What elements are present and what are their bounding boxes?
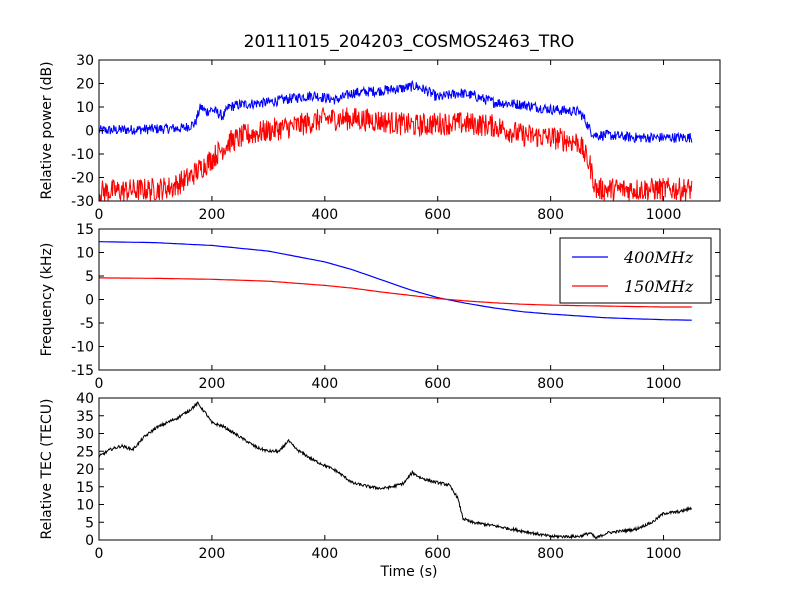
y-tick-label: 0	[85, 293, 94, 309]
panel-1: 0 200 400 600 800 1000 -30 -20 -10 0 10 20 30 Relativ…	[39, 53, 721, 223]
series-line-2-2	[99, 277, 692, 308]
x-tick-label: 1000	[646, 207, 682, 223]
panel-2: 0 200 400 600 800 1000 -15 -10 -5 0 5 10 15 Frequency…	[39, 222, 721, 392]
y-tick-label: -15	[71, 363, 94, 379]
series-line-1-1	[99, 79, 693, 144]
y-tick-label: 40	[76, 391, 94, 407]
x-tick-label: 200	[199, 546, 226, 562]
legend-entry: 400MHz	[623, 248, 694, 267]
y-tick-label: 20	[76, 77, 94, 93]
x-tick-label: 800	[537, 207, 564, 223]
x-tick-label: 400	[311, 546, 338, 562]
x-tick-label: 200	[199, 207, 226, 223]
x-tick-label: 600	[424, 376, 451, 392]
y-tick-label: 15	[76, 222, 94, 238]
y-axis-label: Relative power (dB)	[39, 61, 55, 199]
chart-title: 20111015_204203_COSMOS2463_TRO	[244, 32, 575, 52]
legend: 400MHz 150MHz	[559, 237, 712, 304]
series-line-3-1	[99, 401, 693, 540]
x-tick-label: 200	[199, 376, 226, 392]
y-tick-label: 30	[76, 427, 94, 443]
y-tick-label: 35	[76, 409, 94, 425]
x-tick-label: 600	[424, 207, 451, 223]
x-tick-label: 1000	[646, 546, 682, 562]
y-tick-label: 10	[76, 498, 94, 514]
x-tick-label: 0	[95, 207, 104, 223]
y-tick-label: -10	[71, 340, 94, 356]
legend-entry: 150MHz	[624, 277, 694, 296]
y-axis-label: Frequency (kHz)	[39, 243, 55, 357]
y-tick-label: -10	[71, 147, 94, 163]
y-tick-label: 25	[76, 444, 94, 460]
y-tick-label: 20	[76, 462, 94, 478]
y-tick-label: 0	[85, 124, 94, 140]
plot-frame	[98, 397, 721, 541]
x-tick-label: 400	[311, 376, 338, 392]
x-tick-label: 0	[95, 376, 104, 392]
legend-box	[559, 237, 712, 304]
y-tick-label: 5	[85, 269, 94, 285]
x-tick-label: 0	[95, 546, 104, 562]
x-tick-label: 800	[537, 376, 564, 392]
panel-3: 0 200 400 600 800 10000510152025303540Relativ…	[39, 391, 721, 562]
x-tick-label: 800	[537, 546, 564, 562]
y-tick-label: 15	[76, 480, 94, 496]
y-tick-label: 30	[76, 53, 94, 69]
y-tick-label: 10	[76, 246, 94, 262]
x-tick-label: 400	[311, 207, 338, 223]
x-tick-label: 600	[424, 546, 451, 562]
y-tick-label: 5	[85, 515, 94, 531]
y-tick-label: -30	[71, 194, 94, 210]
y-tick-label: -5	[80, 316, 94, 332]
series-line-2-1	[99, 241, 692, 321]
y-tick-label: 0	[85, 533, 94, 549]
y-tick-label: -20	[71, 171, 94, 187]
x-tick-label: 1000	[646, 376, 682, 392]
x-axis-label: Time (s)	[380, 564, 438, 580]
y-tick-label: 10	[76, 100, 94, 116]
y-axis-label: Relative TEC (TECU)	[39, 399, 55, 540]
series-line-1-2	[99, 107, 693, 201]
